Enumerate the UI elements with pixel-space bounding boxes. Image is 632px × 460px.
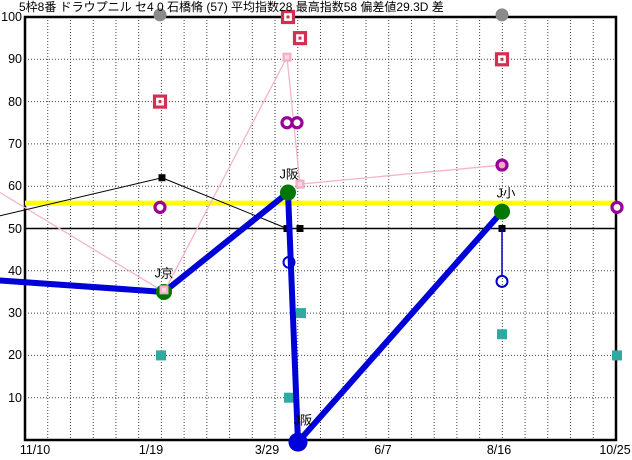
red-square-center-dot — [286, 15, 290, 19]
blue-ring-marker — [282, 255, 296, 269]
teal-square-marker — [284, 392, 294, 403]
x-axis-tick-label: 10/25 — [599, 443, 631, 457]
blue-big-circle-marker — [288, 432, 308, 452]
red-square-center-dot — [500, 57, 504, 61]
teal-square-marker — [497, 329, 507, 340]
x-axis-tick-label: 3/29 — [254, 443, 280, 457]
red-square-center-dot — [298, 36, 302, 40]
y-axis-tick-label: 100 — [1, 10, 22, 24]
point-label: J京 — [155, 267, 174, 281]
teal-square-marker — [156, 350, 166, 361]
point-label: J阪 — [280, 168, 299, 182]
y-axis-tick-label: 50 — [8, 221, 22, 236]
blue-main-index-line — [0, 189, 505, 446]
y-axis-tick-label: 90 — [8, 52, 22, 67]
teal-square-marker — [296, 308, 306, 319]
x-axis-tick-label: 6/7 — [374, 443, 392, 457]
purple-ring-marker — [153, 200, 167, 214]
teal-square-marker — [612, 350, 622, 361]
y-axis-tick-label: 40 — [8, 263, 22, 278]
y-axis-tick-label: 80 — [8, 94, 22, 109]
pink-square-center — [285, 55, 289, 60]
chart-title: 5枠8番 ドラウプニル セ4 0 石橋脩 (57) 平均指数28 最高指数58 … — [19, 0, 444, 14]
y-axis-tick-label: 70 — [8, 136, 22, 151]
gray-circle-marker — [153, 8, 167, 22]
x-axis-tick-label: 11/10 — [19, 443, 51, 457]
x-axis-tick-label: 1/19 — [138, 443, 164, 457]
green-race-circle-marker — [494, 203, 510, 220]
red-square-center-dot — [158, 100, 162, 104]
purple-ring-marker — [290, 116, 304, 130]
purple-ring-marker — [495, 158, 509, 172]
black-square-marker — [158, 174, 166, 182]
black-square-marker — [296, 225, 304, 232]
black-aux-line — [0, 177, 503, 229]
pink-square-center — [298, 182, 302, 187]
y-axis-tick-label: 20 — [8, 348, 22, 363]
point-label: J小 — [497, 187, 516, 201]
y-axis-tick-label: 10 — [8, 390, 22, 405]
blue-ring-marker — [495, 274, 509, 288]
x-axis-tick-label: 8/16 — [486, 443, 512, 457]
point-label: J阪 — [294, 414, 313, 428]
purple-ring-marker — [610, 200, 624, 214]
y-axis-tick-label: 60 — [8, 179, 22, 194]
green-race-circle-marker — [280, 184, 296, 201]
pink-comparison-line — [0, 56, 503, 293]
gray-circle-marker — [495, 8, 509, 22]
pink-square-center — [162, 287, 166, 292]
y-axis-tick-label: 30 — [8, 306, 22, 321]
